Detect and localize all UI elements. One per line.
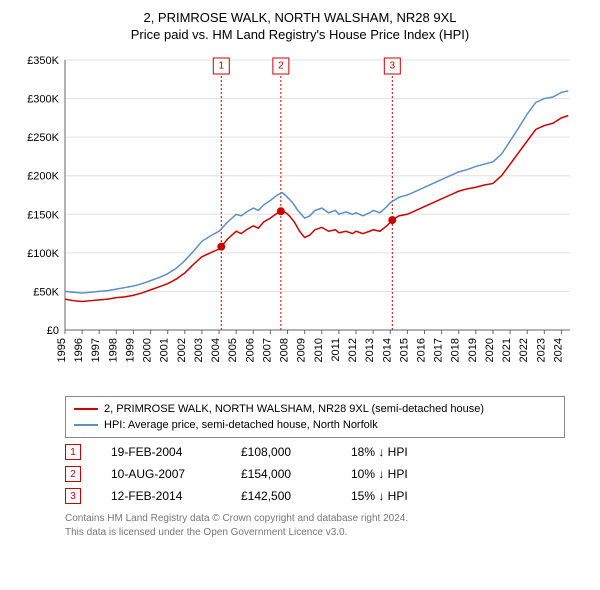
svg-text:2022: 2022 <box>518 338 530 362</box>
svg-text:1998: 1998 <box>107 338 119 362</box>
svg-text:2020: 2020 <box>484 338 496 362</box>
chart-container: £0 £50K £100K £150K £200K £250K £300K £350K 1995… <box>10 50 590 390</box>
svg-text:2007: 2007 <box>261 338 273 362</box>
svg-text:2018: 2018 <box>450 338 462 362</box>
svg-text:1: 1 <box>219 61 225 72</box>
svg-text:2: 2 <box>278 61 284 72</box>
sale-marker-badge: 2 <box>65 466 81 482</box>
sale-vs-hpi: 10% ↓ HPI <box>351 467 441 481</box>
legend-label: 2, PRIMROSE WALK, NORTH WALSHAM, NR28 9X… <box>104 403 484 415</box>
svg-text:2014: 2014 <box>381 338 393 362</box>
legend-item-property: 2, PRIMROSE WALK, NORTH WALSHAM, NR28 9X… <box>74 401 556 417</box>
svg-text:2021: 2021 <box>501 338 513 362</box>
sale-row: 2 10-AUG-2007 £154,000 10% ↓ HPI <box>65 466 590 482</box>
svg-text:2012: 2012 <box>347 338 359 362</box>
svg-text:£100K: £100K <box>27 248 59 260</box>
sale-marker-badge: 1 <box>65 444 81 460</box>
svg-text:£300K: £300K <box>27 94 59 106</box>
svg-text:£200K: £200K <box>27 171 59 183</box>
svg-text:3: 3 <box>390 61 396 72</box>
svg-text:2004: 2004 <box>210 338 222 362</box>
svg-text:1995: 1995 <box>56 338 68 362</box>
svg-text:£350K: £350K <box>27 55 59 67</box>
sale-date: 12-FEB-2014 <box>111 489 211 503</box>
sale-vs-hpi: 15% ↓ HPI <box>351 489 441 503</box>
attribution-line1: Contains HM Land Registry data © Crown c… <box>65 512 565 526</box>
sales-list: 1 19-FEB-2004 £108,000 18% ↓ HPI 2 10-AUG-200… <box>10 444 590 504</box>
svg-text:2024: 2024 <box>552 338 564 362</box>
svg-text:2005: 2005 <box>227 338 239 362</box>
attribution: Contains HM Land Registry data © Crown c… <box>65 512 565 539</box>
legend-item-hpi: HPI: Average price, semi-detached house,… <box>74 417 556 433</box>
svg-text:2013: 2013 <box>364 338 376 362</box>
legend: 2, PRIMROSE WALK, NORTH WALSHAM, NR28 9X… <box>65 396 565 438</box>
sale-date: 19-FEB-2004 <box>111 445 211 459</box>
svg-text:2015: 2015 <box>398 338 410 362</box>
legend-swatch-red <box>74 408 98 410</box>
line-chart: £0 £50K £100K £150K £200K £250K £300K £350K 1995… <box>10 50 590 390</box>
svg-text:2017: 2017 <box>433 338 445 362</box>
svg-text:2002: 2002 <box>176 338 188 362</box>
svg-text:2009: 2009 <box>296 338 308 362</box>
title-line2: Price paid vs. HM Land Registry's House … <box>10 27 590 42</box>
legend-label: HPI: Average price, semi-detached house,… <box>104 419 378 431</box>
svg-text:£150K: £150K <box>27 209 59 221</box>
svg-text:2000: 2000 <box>142 338 154 362</box>
svg-text:1997: 1997 <box>90 338 102 362</box>
svg-text:2003: 2003 <box>193 338 205 362</box>
sale-date: 10-AUG-2007 <box>111 467 211 481</box>
svg-text:£250K: £250K <box>27 132 59 144</box>
svg-text:£50K: £50K <box>33 286 59 298</box>
sale-row: 1 19-FEB-2004 £108,000 18% ↓ HPI <box>65 444 590 460</box>
sale-row: 3 12-FEB-2014 £142,500 15% ↓ HPI <box>65 488 590 504</box>
svg-text:2023: 2023 <box>535 338 547 362</box>
title-line1: 2, PRIMROSE WALK, NORTH WALSHAM, NR28 9X… <box>10 10 590 25</box>
svg-text:2019: 2019 <box>467 338 479 362</box>
sale-price: £142,500 <box>241 489 321 503</box>
legend-swatch-blue <box>74 424 98 426</box>
svg-text:1996: 1996 <box>73 338 85 362</box>
svg-text:2001: 2001 <box>159 338 171 362</box>
chart-title-block: 2, PRIMROSE WALK, NORTH WALSHAM, NR28 9X… <box>10 10 590 42</box>
svg-text:2008: 2008 <box>279 338 291 362</box>
sale-price: £108,000 <box>241 445 321 459</box>
sale-price: £154,000 <box>241 467 321 481</box>
svg-text:2011: 2011 <box>330 338 342 362</box>
svg-text:1999: 1999 <box>124 338 136 362</box>
svg-text:2006: 2006 <box>244 338 256 362</box>
sale-vs-hpi: 18% ↓ HPI <box>351 445 441 459</box>
svg-text:£0: £0 <box>47 325 59 337</box>
svg-text:2016: 2016 <box>415 338 427 362</box>
svg-text:2010: 2010 <box>313 338 325 362</box>
attribution-line2: This data is licensed under the Open Gov… <box>65 526 565 540</box>
sale-marker-badge: 3 <box>65 488 81 504</box>
